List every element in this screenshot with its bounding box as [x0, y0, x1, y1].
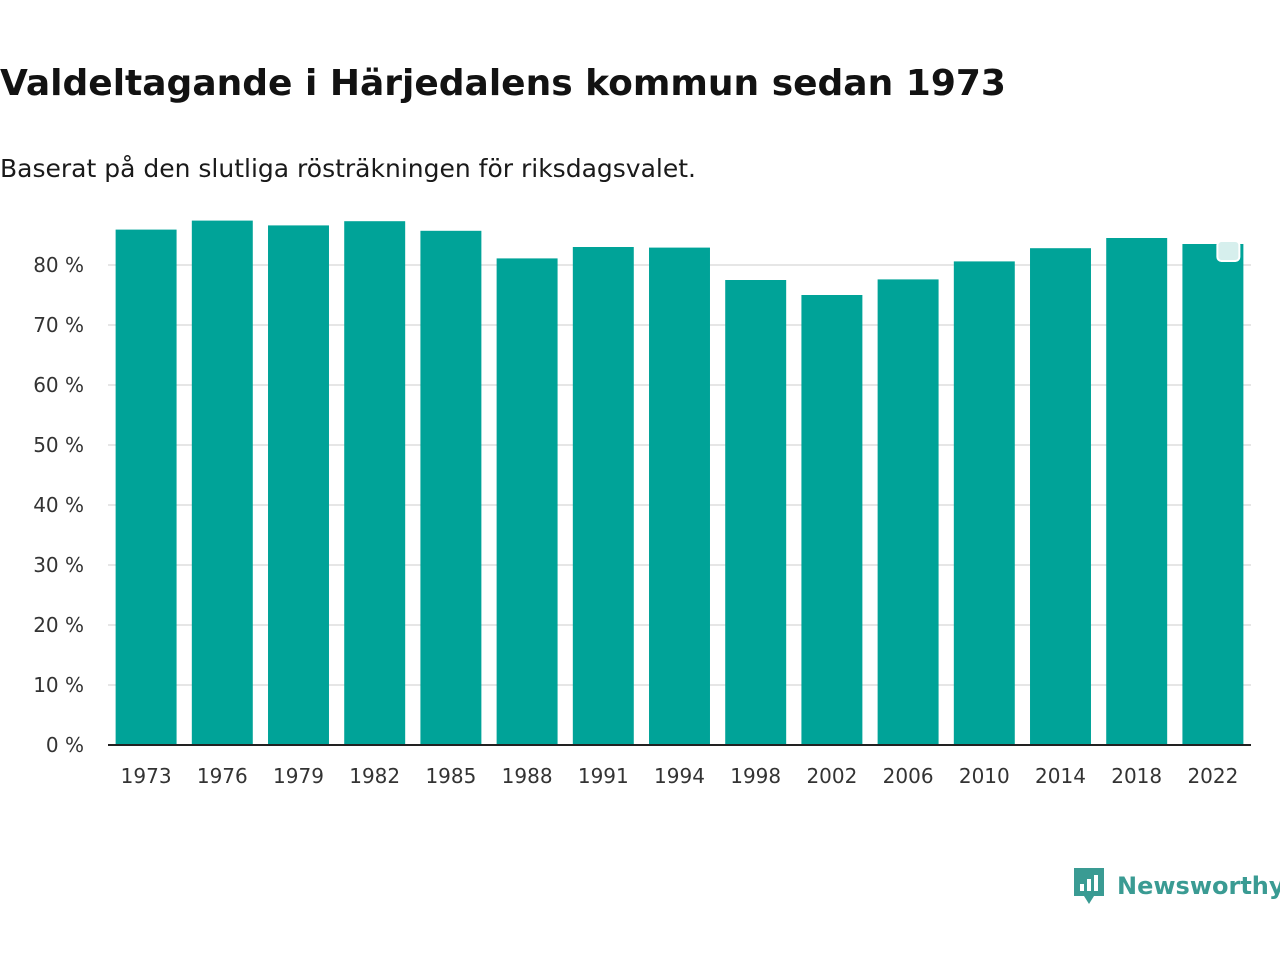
x-tick-label: 1991 — [578, 764, 629, 788]
x-tick-label: 2022 — [1187, 764, 1238, 788]
x-tick-label: 2014 — [1035, 764, 1086, 788]
y-tick-label: 80 % — [33, 253, 84, 277]
chart-title: Valdeltagande i Härjedalens kommun sedan… — [0, 63, 1006, 104]
bar-chart: 0 % 10 % 20 % 30 % 40 % 50 % 60 % 70 % 80 % 1973… — [33, 220, 1251, 788]
bar-2002[interactable] — [801, 295, 863, 745]
bar-2006[interactable] — [877, 279, 939, 745]
newsworthy-logo-icon — [1074, 868, 1104, 904]
square-marker-icon[interactable] — [1216, 240, 1241, 262]
bar-1998[interactable] — [725, 280, 787, 745]
x-tick-label: 2006 — [883, 764, 934, 788]
x-tick-label: 2018 — [1111, 764, 1162, 788]
x-tick-label: 1988 — [502, 764, 553, 788]
bar-1976[interactable] — [191, 220, 253, 746]
newsworthy-brand[interactable]: Newsworthy — [1072, 866, 1280, 906]
bar-1985[interactable] — [420, 230, 482, 746]
y-tick-label: 0 % — [46, 733, 84, 757]
x-tick-label: 1979 — [273, 764, 324, 788]
x-axis-ticks: 1973 1976 1979 1982 1985 1988 1991 1994 1998 2002… — [121, 764, 1239, 788]
bar-2014[interactable] — [1030, 248, 1091, 745]
x-tick-label: 1973 — [121, 764, 172, 788]
bars — [115, 220, 1244, 746]
x-tick-label: 1985 — [425, 764, 476, 788]
y-tick-label: 40 % — [33, 493, 84, 517]
x-tick-label: 2010 — [959, 764, 1010, 788]
x-tick-label: 1982 — [349, 764, 400, 788]
highlight-marker — [1216, 240, 1241, 262]
bar-1994[interactable] — [649, 247, 710, 745]
bar-2018[interactable] — [1106, 238, 1168, 745]
x-tick-label: 2002 — [806, 764, 857, 788]
bar-1973[interactable] — [115, 229, 177, 746]
bar-2010[interactable] — [953, 261, 1015, 745]
x-tick-label: 1994 — [654, 764, 705, 788]
bar-1979[interactable] — [268, 225, 329, 745]
x-tick-label: 1998 — [730, 764, 781, 788]
y-tick-label: 50 % — [33, 433, 84, 457]
bar-2022[interactable] — [1182, 244, 1244, 745]
bar-1988[interactable] — [496, 258, 558, 745]
chart-subtitle: Baserat på den slutliga rösträkningen fö… — [0, 154, 696, 183]
y-tick-label: 10 % — [33, 673, 84, 697]
y-tick-label: 70 % — [33, 313, 84, 337]
y-tick-label: 60 % — [33, 373, 84, 397]
y-tick-label: 30 % — [33, 553, 84, 577]
bar-1991[interactable] — [572, 247, 634, 745]
bar-1982[interactable] — [344, 221, 406, 745]
y-tick-label: 20 % — [33, 613, 84, 637]
y-axis-ticks: 0 % 10 % 20 % 30 % 40 % 50 % 60 % 70 % 80 % — [33, 253, 84, 757]
brand-name: Newsworthy — [1117, 872, 1280, 900]
x-tick-label: 1976 — [197, 764, 248, 788]
